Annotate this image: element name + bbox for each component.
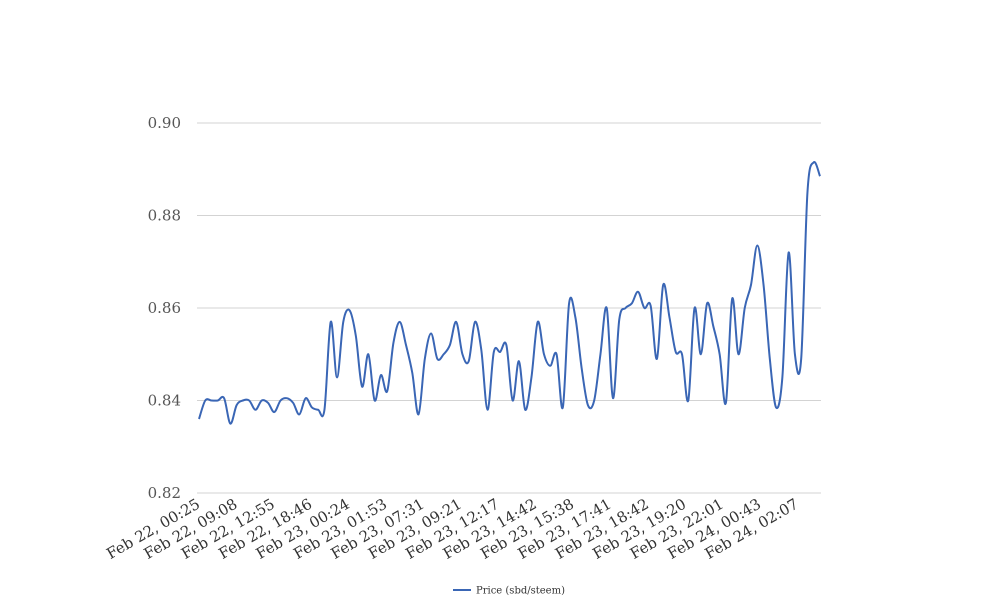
legend-label: Price (sbd/steem) xyxy=(476,586,565,597)
y-tick-label: 0.84 xyxy=(148,392,181,410)
grid-layer xyxy=(197,122,821,494)
y-tick-label: 0.88 xyxy=(148,207,181,225)
y-tick-label: 0.82 xyxy=(148,484,181,502)
y-tick-label: 0.90 xyxy=(148,114,181,132)
series-line-price xyxy=(198,161,821,425)
series-layer xyxy=(198,161,821,425)
legend: Price (sbd/steem) xyxy=(453,586,565,597)
y-tick-label: 0.86 xyxy=(148,299,181,317)
y-axis-ticks: 0.82 0.84 0.86 0.88 0.90 xyxy=(148,114,181,502)
